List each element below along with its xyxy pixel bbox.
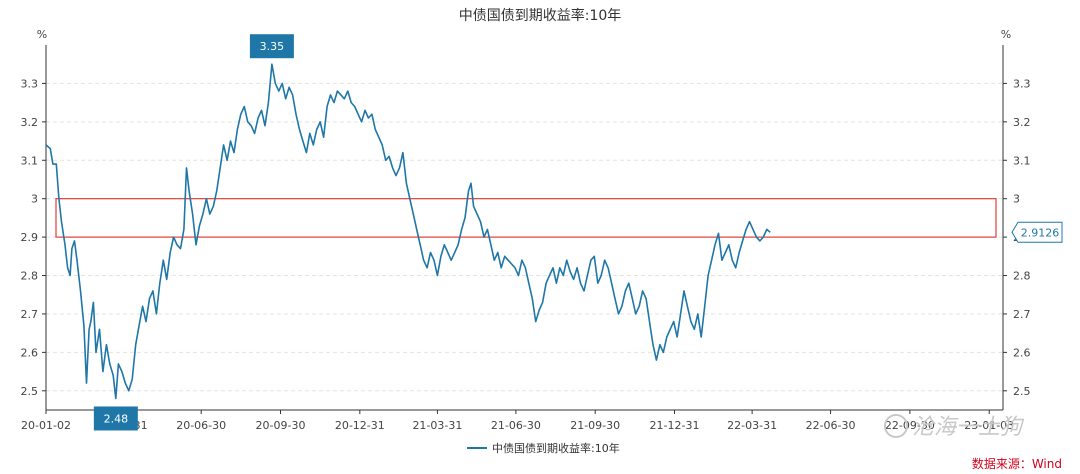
watermark-text: 沧海一土狗 bbox=[912, 415, 1025, 440]
end-label-text: 2.9126 bbox=[1021, 226, 1060, 239]
max-callout: 3.35 bbox=[249, 34, 294, 59]
x-tick-label: 21-09-30 bbox=[570, 419, 620, 432]
min-callout-label: 2.48 bbox=[104, 412, 129, 425]
right-tick-label: 3.1 bbox=[1013, 154, 1031, 167]
right-tick-label: 3.3 bbox=[1013, 77, 1031, 90]
right-tick-label: 2.7 bbox=[1013, 308, 1031, 321]
x-tick-label: 21-12-31 bbox=[650, 419, 700, 432]
right-tick-label: 2.8 bbox=[1013, 270, 1031, 283]
x-axis: 20-01-0220-03-3120-06-3020-09-3020-12-31… bbox=[21, 410, 1014, 432]
series-layer bbox=[45, 63, 771, 400]
x-tick-label: 22-03-31 bbox=[727, 419, 777, 432]
watermark: 沧海一土狗 bbox=[884, 414, 1025, 440]
right-tick-label: 2.5 bbox=[1013, 385, 1031, 398]
right-tick-label: 2.6 bbox=[1013, 346, 1031, 359]
x-tick-label: 20-12-31 bbox=[335, 419, 385, 432]
right-tick-label: 3.2 bbox=[1013, 116, 1031, 129]
right-tick-label: 3 bbox=[1013, 193, 1020, 206]
left-tick-label: 3.1 bbox=[21, 154, 39, 167]
source-label: 数据来源：Wind bbox=[972, 456, 1062, 471]
chart-title: 中债国债到期收益率:10年 bbox=[459, 7, 622, 24]
x-tick-label: 23-01-03 bbox=[964, 419, 1014, 432]
end-value-label: 2.9126 bbox=[1011, 221, 1063, 243]
left-tick-label: 2.6 bbox=[21, 346, 39, 359]
left-tick-label: 2.5 bbox=[21, 385, 39, 398]
left-tick-label: 2.7 bbox=[21, 308, 39, 321]
max-callout-box bbox=[249, 34, 294, 59]
left-y-axis: 2.5 2.6 2.7 2.8 2.9 3 3.1 3.2 3.3 bbox=[21, 77, 46, 398]
x-tick-label: 21-03-31 bbox=[412, 419, 462, 432]
right-axis-unit: % bbox=[1001, 28, 1011, 41]
left-tick-label: 2.8 bbox=[21, 270, 39, 283]
max-callout-label: 3.35 bbox=[260, 40, 285, 53]
left-tick-label: 3.3 bbox=[21, 77, 39, 90]
series-line bbox=[45, 63, 771, 400]
left-tick-label: 3 bbox=[31, 193, 38, 206]
legend: 中债国债到期收益率:10年 bbox=[467, 441, 620, 455]
min-callout-box bbox=[93, 406, 138, 431]
x-tick-label: 21-06-30 bbox=[491, 419, 541, 432]
left-tick-label: 2.9 bbox=[21, 231, 39, 244]
x-tick-label: 20-09-30 bbox=[256, 419, 306, 432]
legend-label: 中债国债到期收益率:10年 bbox=[492, 441, 620, 455]
left-axis-unit: % bbox=[37, 28, 47, 41]
left-tick-label: 3.2 bbox=[21, 116, 39, 129]
x-tick-label: 20-01-02 bbox=[21, 419, 71, 432]
x-tick-label: 20-06-30 bbox=[176, 419, 226, 432]
wechat-icon bbox=[884, 414, 908, 438]
x-tick-label: 22-09-30 bbox=[885, 419, 935, 432]
min-callout: 2.48 bbox=[93, 406, 138, 431]
x-tick-label: 22-06-30 bbox=[806, 419, 856, 432]
end-label-box bbox=[1011, 221, 1063, 243]
highlight-band bbox=[55, 198, 997, 238]
